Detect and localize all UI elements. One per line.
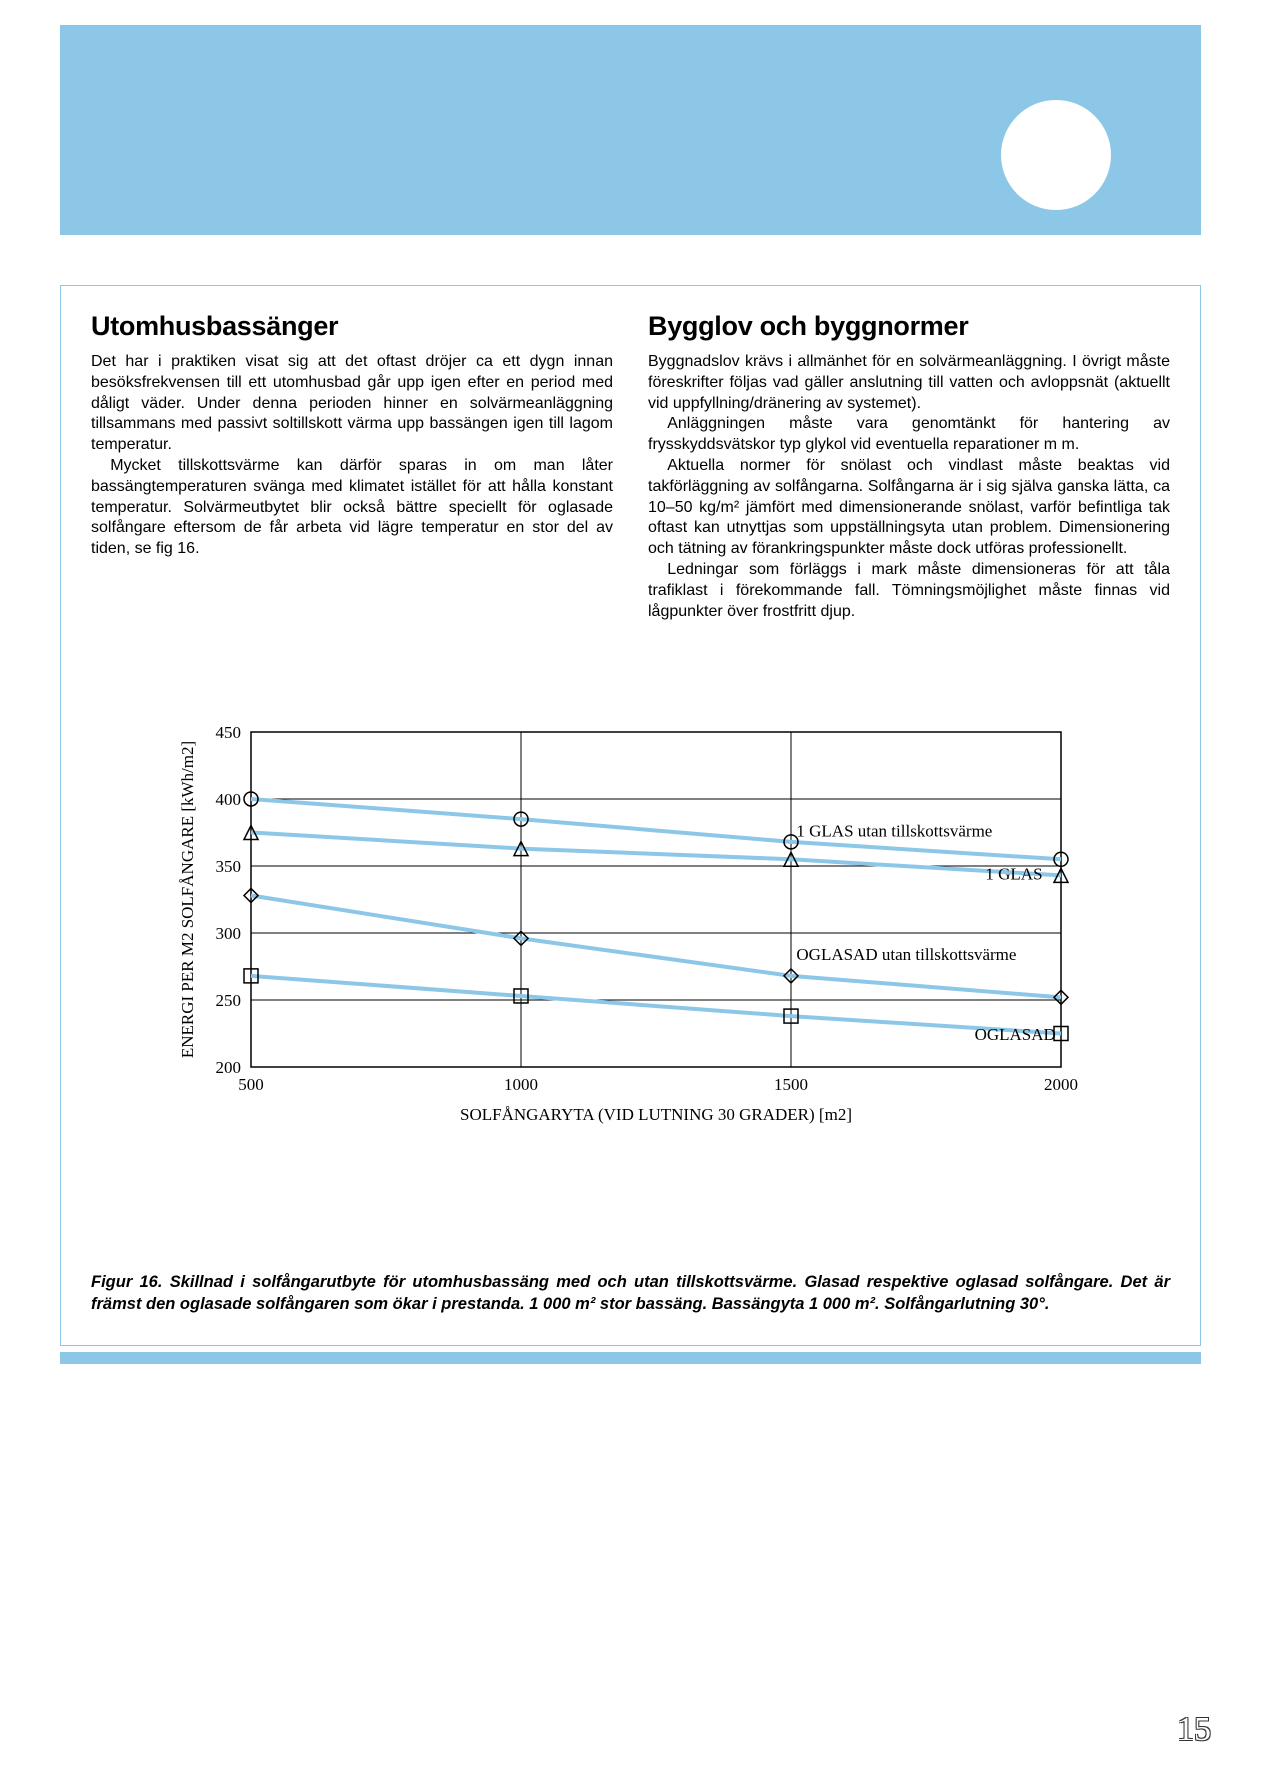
right-p2: Anläggningen måste vara genomtänkt för h… xyxy=(648,414,1170,456)
svg-text:450: 450 xyxy=(215,723,241,742)
svg-text:300: 300 xyxy=(215,924,241,943)
right-p4: Ledningar som förläggs i mark måste dime… xyxy=(648,560,1170,622)
svg-text:400: 400 xyxy=(215,790,241,809)
page-number: 15 xyxy=(1177,1711,1211,1749)
left-p2: Mycket tillskottsvärme kan därför sparas… xyxy=(91,456,613,560)
svg-text:250: 250 xyxy=(215,991,241,1010)
text-columns: Utomhusbassänger Det har i praktiken vis… xyxy=(91,311,1170,622)
svg-text:2000: 2000 xyxy=(1044,1075,1078,1094)
svg-text:500: 500 xyxy=(238,1075,264,1094)
svg-text:ENERGI PER M2 SOLFÅNGARE [kWh/: ENERGI PER M2 SOLFÅNGARE [kWh/m2] xyxy=(178,741,197,1058)
left-p1: Det har i praktiken visat sig att det of… xyxy=(91,352,613,456)
chart-area: 200 250 300 350 400 450 500 1000 1500 2000 SOLFÅNG… xyxy=(91,712,1170,1132)
svg-text:1 GLAS utan tillskottsvärme: 1 GLAS utan tillskottsvärme xyxy=(796,822,992,841)
svg-text:350: 350 xyxy=(215,857,241,876)
left-column: Utomhusbassänger Det har i praktiken vis… xyxy=(91,311,613,622)
page: Utomhusbassänger Det har i praktiken vis… xyxy=(0,0,1261,1769)
svg-text:1500: 1500 xyxy=(774,1075,808,1094)
footer-bar xyxy=(60,1352,1201,1364)
left-heading: Utomhusbassänger xyxy=(91,311,613,342)
figure-caption: Figur 16. Skillnad i solfångarutbyte för… xyxy=(91,1272,1170,1315)
svg-text:200: 200 xyxy=(215,1058,241,1077)
svg-text:OGLASAD: OGLASAD xyxy=(974,1026,1055,1045)
right-column: Bygglov och byggnormer Byggnadslov krävs… xyxy=(648,311,1170,622)
svg-text:SOLFÅNGARYTA (VID LUTNING 30 G: SOLFÅNGARYTA (VID LUTNING 30 GRADER) [m2… xyxy=(460,1105,852,1124)
right-p3: Aktuella normer för snölast och vindlast… xyxy=(648,456,1170,560)
line-chart: 200 250 300 350 400 450 500 1000 1500 2000 SOLFÅNG… xyxy=(171,712,1091,1132)
svg-text:1 GLAS: 1 GLAS xyxy=(985,865,1042,884)
svg-text:OGLASAD utan tillskottsvärme: OGLASAD utan tillskottsvärme xyxy=(796,945,1016,964)
content-box: Utomhusbassänger Det har i praktiken vis… xyxy=(60,285,1201,1346)
right-heading: Bygglov och byggnormer xyxy=(648,311,1170,342)
header-circle-icon xyxy=(1001,100,1111,210)
svg-text:1000: 1000 xyxy=(504,1075,538,1094)
header-banner xyxy=(60,25,1201,235)
right-p1: Byggnadslov krävs i allmänhet för en sol… xyxy=(648,352,1170,414)
